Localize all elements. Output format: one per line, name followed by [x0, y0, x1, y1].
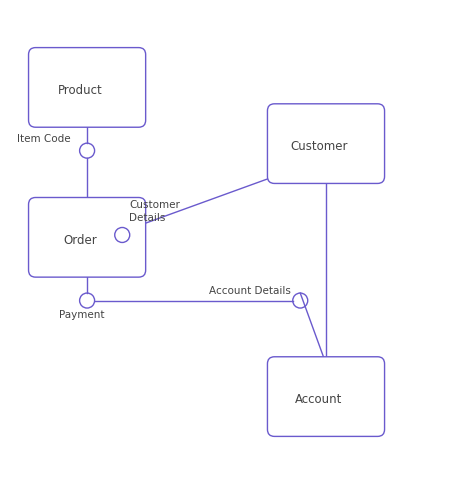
FancyBboxPatch shape — [28, 47, 146, 127]
FancyBboxPatch shape — [363, 122, 366, 124]
FancyBboxPatch shape — [124, 62, 127, 65]
FancyBboxPatch shape — [267, 104, 384, 183]
FancyBboxPatch shape — [126, 212, 131, 220]
Text: Customer: Customer — [290, 140, 347, 153]
FancyBboxPatch shape — [365, 371, 370, 379]
FancyBboxPatch shape — [267, 357, 384, 437]
FancyBboxPatch shape — [365, 119, 370, 127]
FancyBboxPatch shape — [124, 66, 127, 68]
Text: Account: Account — [295, 393, 343, 407]
FancyBboxPatch shape — [124, 216, 127, 218]
FancyBboxPatch shape — [363, 375, 366, 378]
Text: Payment: Payment — [59, 310, 104, 319]
Text: Product: Product — [57, 84, 102, 97]
FancyBboxPatch shape — [124, 212, 127, 215]
FancyBboxPatch shape — [28, 197, 146, 277]
FancyBboxPatch shape — [363, 119, 366, 121]
FancyBboxPatch shape — [126, 62, 131, 71]
Text: Customer
Details: Customer Details — [129, 200, 180, 223]
Text: Item Code: Item Code — [17, 134, 71, 144]
FancyBboxPatch shape — [363, 372, 366, 374]
Text: Account Details: Account Details — [209, 286, 291, 296]
Text: Order: Order — [63, 234, 97, 247]
